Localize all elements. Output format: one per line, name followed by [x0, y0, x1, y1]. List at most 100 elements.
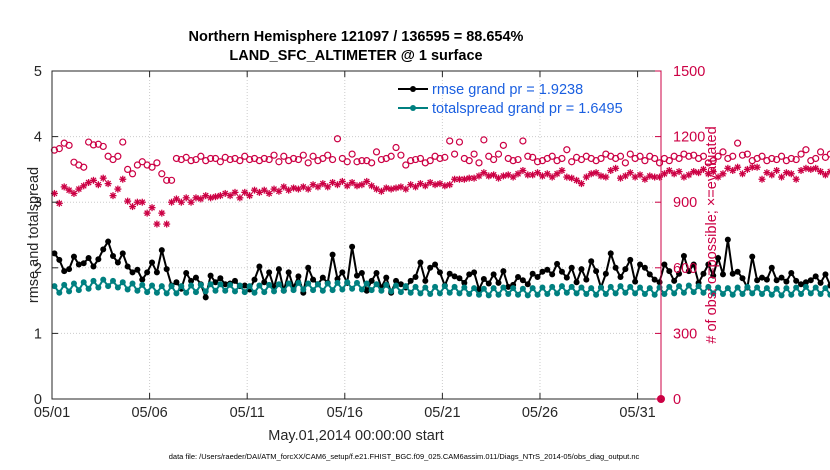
totalspread-point	[353, 279, 360, 286]
totalspread-point	[280, 287, 287, 294]
asterisk-stroke	[51, 190, 58, 197]
possible-point	[494, 150, 503, 158]
possible-point	[665, 157, 673, 165]
totalspread-point	[51, 283, 58, 290]
evaluated-point	[612, 164, 620, 172]
totalspread-point	[798, 291, 805, 298]
totalspread-point	[471, 285, 478, 292]
evaluated-point	[729, 166, 737, 174]
rmse-point	[734, 268, 741, 275]
evaluated-point	[114, 185, 122, 193]
totalspread-point	[641, 291, 648, 298]
rmse-point	[773, 277, 780, 284]
rmse-point	[119, 250, 126, 257]
possible-point	[558, 154, 566, 163]
possible-point	[392, 143, 400, 152]
totalspread-point	[822, 285, 829, 292]
evaluated-point	[597, 172, 605, 180]
totalspread-point	[656, 284, 663, 291]
totalspread-point	[763, 285, 770, 292]
totalspread-point	[593, 291, 600, 298]
evaluated-point	[665, 166, 673, 174]
rmse-point	[573, 279, 580, 286]
possible-point	[729, 152, 737, 160]
rmse-point	[56, 256, 63, 263]
asterisk-stroke	[597, 172, 604, 179]
totalspread-point	[778, 292, 785, 299]
asterisk-stroke	[436, 180, 443, 187]
totalspread-point	[197, 281, 204, 288]
possible-point	[65, 141, 73, 149]
rmse-point	[749, 253, 756, 260]
evaluated-point	[787, 170, 795, 178]
asterisk-stroke	[236, 194, 243, 201]
rmse-point	[627, 256, 634, 263]
totalspread-point	[149, 282, 156, 289]
possible-point	[709, 157, 717, 165]
evaluated-point	[636, 171, 644, 179]
asterisk-stroke	[153, 221, 160, 228]
evaluated-point	[563, 173, 571, 181]
possible-point	[368, 159, 376, 167]
evaluated-point	[543, 170, 551, 178]
totalspread-point	[671, 290, 678, 297]
possible-point	[50, 146, 59, 154]
chart-title: Northern Hemisphere 121097 / 136595 = 88…	[189, 29, 524, 45]
rmse-point	[700, 270, 707, 277]
rmse-point	[739, 275, 746, 282]
rmse-point	[251, 276, 258, 283]
asterisk-stroke	[783, 169, 790, 176]
evaluated-point	[231, 188, 239, 196]
evaluated-point	[333, 181, 341, 189]
evaluated-point	[690, 168, 698, 176]
possible-point	[206, 154, 215, 163]
totalspread-point	[236, 282, 243, 289]
asterisk-stroke	[641, 176, 648, 183]
totalspread-point	[173, 290, 180, 297]
totalspread-point	[422, 284, 429, 291]
asterisk-stroke	[417, 180, 424, 187]
asterisk-stroke	[724, 165, 731, 172]
asterisk-stroke	[685, 171, 692, 178]
totalspread-point	[285, 280, 292, 287]
evaluated-point	[475, 172, 483, 180]
rmse-point	[549, 271, 556, 278]
plot-frame	[51, 70, 662, 400]
possible-point	[441, 153, 449, 161]
evaluated-point	[129, 203, 137, 211]
possible-point	[265, 155, 273, 164]
asterisk-stroke	[368, 182, 375, 189]
rmse-point	[807, 277, 814, 284]
totalspread-point	[334, 279, 341, 286]
legend-label-rmse: rmse grand pr = 1.9238	[432, 82, 583, 98]
evaluated-point	[94, 181, 102, 189]
possible-point	[158, 170, 166, 178]
asterisk-stroke	[476, 172, 482, 179]
asterisk-stroke	[124, 198, 131, 205]
asterisk-stroke	[666, 167, 673, 174]
possible-point	[372, 148, 381, 156]
evaluated-point	[246, 192, 254, 200]
evaluated-point	[182, 194, 190, 202]
possible-point	[529, 153, 537, 161]
evaluated-point	[656, 173, 664, 181]
evaluated-point	[80, 182, 88, 190]
possible-point	[548, 152, 556, 160]
rmse-point	[95, 256, 102, 263]
asterisk-stroke	[524, 171, 531, 178]
legend-marker-rmse	[410, 86, 416, 92]
rmse-point	[812, 273, 819, 280]
rmse-point	[519, 277, 526, 284]
rmse-point	[505, 283, 512, 290]
rmse-point	[690, 261, 697, 268]
asterisk-stroke	[246, 192, 253, 199]
rmse-point	[241, 282, 248, 289]
possible-point	[509, 157, 517, 165]
possible-point	[480, 136, 488, 144]
possible-point	[343, 158, 351, 166]
x-tick-label: 05/21	[424, 405, 460, 421]
totalspread-point	[412, 283, 419, 290]
evaluated-point	[260, 186, 268, 194]
possible-point	[89, 141, 98, 149]
